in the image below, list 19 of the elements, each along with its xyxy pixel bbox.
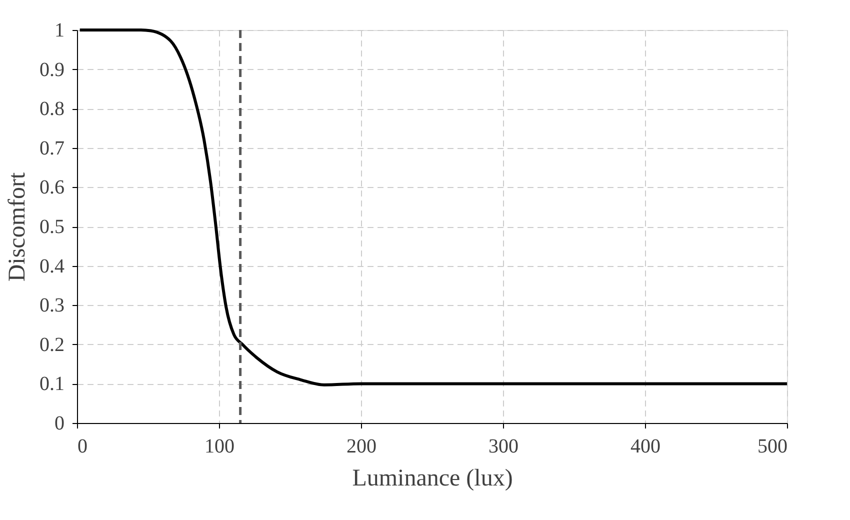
x-axis-title: Luminance (lux) <box>352 466 513 492</box>
y-tick-label: 0.5 <box>40 216 64 238</box>
x-tick-label: 400 <box>630 436 660 458</box>
x-tick-label: 0 <box>78 436 88 458</box>
y-axis-title: Discomfort <box>4 172 30 282</box>
y-tick-label: 0.6 <box>40 176 64 199</box>
y-tick-label: 1 <box>54 20 64 42</box>
y-tick-label: 0 <box>54 412 64 434</box>
y-tick-label: 0.7 <box>40 137 64 160</box>
y-tick-label: 0.9 <box>40 58 64 81</box>
y-tick-label: 0.1 <box>40 373 64 396</box>
x-tick-label: 100 <box>204 436 234 458</box>
x-tick-label: 200 <box>346 436 376 458</box>
y-tick-label: 0.8 <box>40 98 64 120</box>
y-tick-label: 0.2 <box>40 334 64 356</box>
x-tick-label: 500 <box>758 436 788 458</box>
y-tick-label: 0.4 <box>40 255 64 278</box>
x-tick-label: 300 <box>488 436 518 458</box>
y-tick-label: 0.3 <box>40 294 64 317</box>
